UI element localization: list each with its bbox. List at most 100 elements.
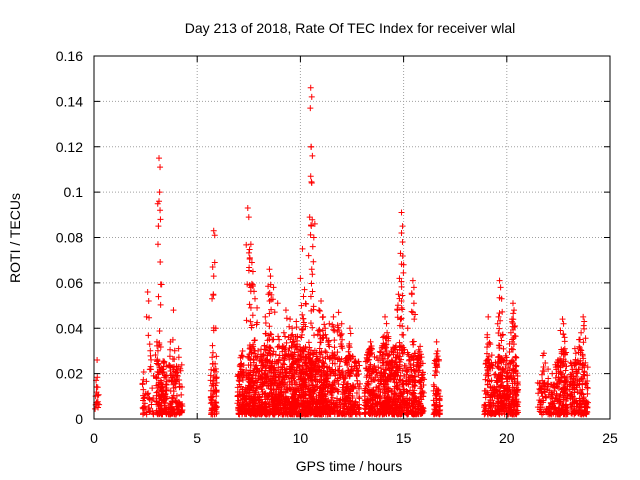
data-point: [488, 352, 495, 359]
data-point: [251, 379, 258, 386]
data-point: [157, 164, 164, 171]
data-point: [250, 341, 257, 348]
data-point: [289, 331, 296, 338]
x-tick-label: 0: [90, 430, 98, 446]
data-point: [410, 284, 417, 291]
data-point: [209, 354, 216, 361]
data-point: [584, 372, 591, 379]
data-point: [281, 405, 288, 412]
y-tick-label: 0: [75, 411, 83, 427]
data-point: [408, 291, 415, 298]
data-point: [584, 390, 591, 397]
data-point: [147, 352, 154, 359]
data-point: [267, 378, 274, 385]
data-point: [245, 249, 252, 256]
data-point: [271, 309, 278, 316]
data-point: [283, 351, 290, 358]
data-point: [559, 316, 566, 323]
data-point: [140, 369, 147, 376]
data-point: [301, 286, 308, 293]
data-point: [175, 345, 182, 352]
data-point: [303, 300, 310, 307]
data-point: [265, 283, 272, 290]
data-point: [145, 390, 152, 397]
data-point: [282, 307, 289, 314]
data-point: [269, 351, 276, 358]
data-point: [94, 357, 101, 364]
data-point: [251, 350, 258, 357]
data-point: [165, 408, 172, 415]
data-point: [169, 395, 176, 402]
data-point: [153, 398, 160, 405]
data-point: [309, 152, 316, 159]
data-point: [289, 325, 296, 332]
data-point: [155, 293, 162, 300]
data-point: [141, 400, 148, 407]
data-point: [410, 341, 417, 348]
data-point: [147, 347, 154, 354]
data-point: [500, 345, 507, 352]
data-point: [149, 396, 156, 403]
data-point: [140, 386, 147, 393]
data-point: [293, 324, 300, 331]
data-point: [239, 347, 246, 354]
data-point: [262, 403, 269, 410]
data-point: [143, 313, 150, 320]
data-point: [266, 399, 273, 406]
data-point: [211, 373, 218, 380]
data-point: [286, 385, 293, 392]
data-point: [308, 266, 315, 273]
data-point: [257, 355, 264, 362]
data-point: [572, 350, 579, 357]
data-point: [166, 363, 173, 370]
data-point: [240, 392, 247, 399]
data-point: [139, 411, 146, 418]
data-point: [270, 284, 277, 291]
data-point: [178, 361, 185, 368]
data-point: [157, 216, 164, 223]
data-point: [276, 352, 283, 359]
data-point: [247, 284, 254, 291]
data-point: [265, 349, 272, 356]
data-point: [168, 410, 175, 417]
data-point: [209, 342, 216, 349]
data-point: [256, 394, 263, 401]
data-point: [158, 402, 165, 409]
data-point: [236, 371, 243, 378]
data-point: [212, 325, 219, 332]
data-point: [268, 331, 275, 338]
data-point: [246, 405, 253, 412]
data-point: [155, 371, 162, 378]
data-point: [286, 356, 293, 363]
data-point: [212, 387, 219, 394]
data-point: [170, 307, 177, 314]
data-point: [300, 371, 307, 378]
data-point: [307, 293, 314, 300]
data-point: [560, 331, 567, 338]
x-tick-label: 20: [499, 430, 515, 446]
data-point: [160, 388, 167, 395]
data-point: [260, 363, 267, 370]
data-point: [321, 321, 328, 328]
data-point: [408, 308, 415, 315]
data-point: [297, 357, 304, 364]
data-point: [153, 375, 160, 382]
data-point: [287, 336, 294, 343]
data-point: [277, 380, 284, 387]
data-point: [400, 269, 407, 276]
data-point: [169, 364, 176, 371]
data-point: [156, 198, 163, 205]
data-point: [139, 380, 146, 387]
data-point: [209, 295, 216, 302]
data-point: [153, 399, 160, 406]
data-point: [161, 399, 168, 406]
data-point: [176, 384, 183, 391]
data-point: [254, 353, 261, 360]
data-point: [285, 395, 292, 402]
data-point: [305, 339, 312, 346]
data-point: [247, 356, 254, 363]
data-point: [436, 396, 443, 403]
data-point: [496, 310, 503, 317]
data-point: [275, 333, 282, 340]
y-tick-labels: 0 0.02 0.04 0.06 0.08 0.1 0.12 0.14 0.16: [56, 48, 83, 427]
